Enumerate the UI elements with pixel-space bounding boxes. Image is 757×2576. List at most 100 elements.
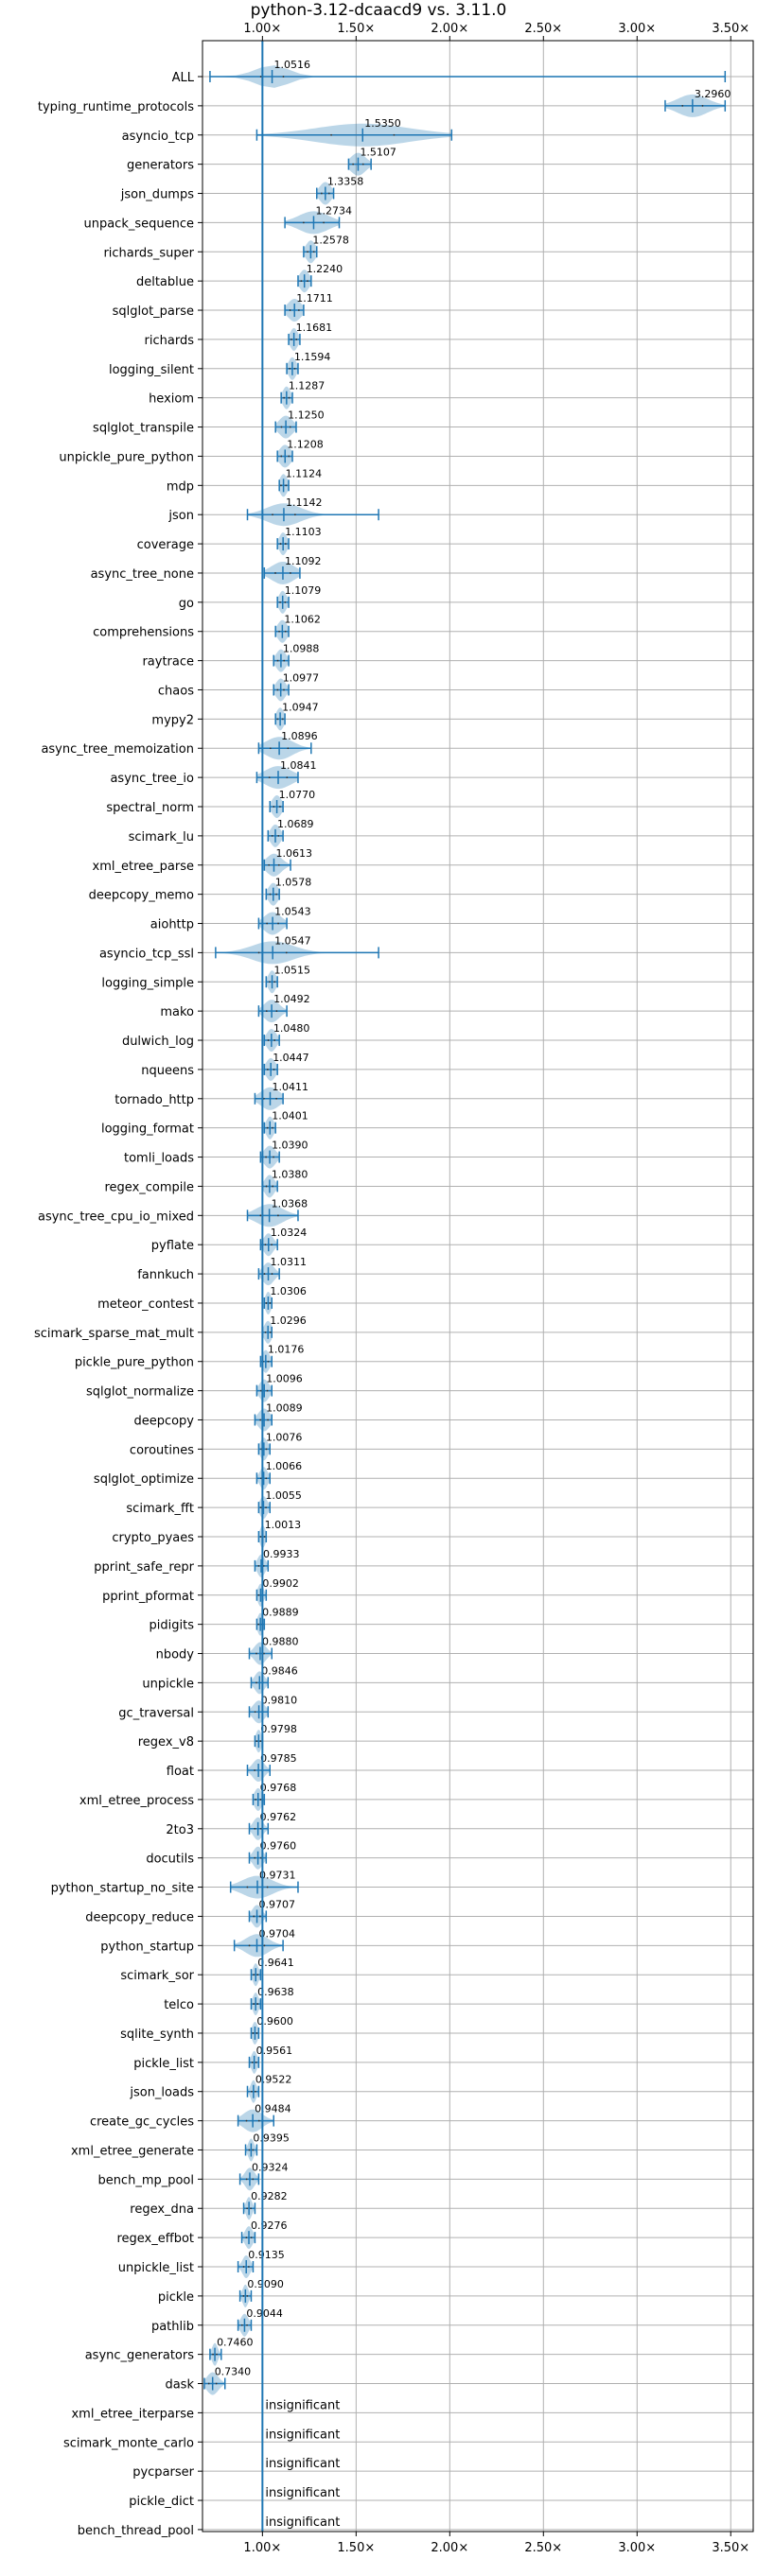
value-label: 1.2578: [312, 234, 349, 246]
quartile-dot: [257, 1623, 260, 1626]
value-label: 0.9798: [260, 1723, 297, 1735]
benchmark-name: bench_mp_pool: [97, 2173, 194, 2187]
quartile-dot: [256, 2003, 259, 2005]
quartile-dot: [263, 1536, 266, 1538]
benchmark-name: async_tree_cpu_io_mixed: [38, 1210, 194, 1224]
value-label: 1.0390: [272, 1140, 308, 1152]
value-label: 0.9768: [260, 1782, 297, 1794]
benchmark-name: logging_simple: [101, 976, 194, 990]
value-label: 0.9395: [253, 2132, 290, 2144]
quartile-dot: [269, 893, 272, 896]
value-label: 0.7340: [215, 2366, 252, 2378]
quartile-dot: [269, 1331, 272, 1333]
value-label: 1.0411: [272, 1081, 308, 1093]
quartile-dot: [273, 1069, 275, 1070]
benchmark-name: sqlglot_normalize: [86, 1385, 194, 1400]
benchmark-name: coverage: [137, 538, 194, 552]
quartile-dot: [268, 863, 271, 866]
value-label: 0.9324: [252, 2161, 289, 2173]
value-label: 0.9276: [251, 2219, 288, 2232]
quartile-dot: [265, 1302, 268, 1304]
value-label: 1.0947: [282, 701, 319, 713]
quartile-dot: [284, 543, 287, 545]
quartile-dot: [246, 2294, 249, 2297]
benchmark-name: json_dumps: [120, 188, 194, 202]
quartile-dot: [312, 251, 315, 253]
quartile-dot: [255, 1740, 258, 1743]
quartile-dot: [276, 718, 279, 721]
quartile-dot: [273, 806, 275, 808]
quartile-dot: [255, 1681, 257, 1684]
insignificant-label: insignificant: [265, 2515, 340, 2530]
benchmark-name: deepcopy_memo: [89, 889, 194, 903]
quartile-dot: [250, 2207, 253, 2210]
benchmark-name: fannkuch: [137, 1268, 194, 1282]
quartile-dot: [269, 1302, 272, 1304]
benchmark-name: generators: [127, 159, 194, 173]
benchmark-name: dask: [165, 2378, 194, 2393]
value-label: 1.0988: [283, 643, 320, 655]
value-label: 1.1287: [289, 380, 326, 392]
quartile-dot: [262, 1097, 265, 1100]
value-label: 0.9641: [257, 1957, 294, 1969]
benchmark-name: go: [179, 597, 194, 611]
quartile-dot: [257, 1564, 260, 1567]
value-label: 0.9846: [261, 1664, 298, 1677]
quartile-dot: [248, 2149, 251, 2151]
quartile-dot: [273, 981, 276, 983]
quartile-dot: [259, 1214, 262, 1217]
quartile-dot: [293, 367, 296, 370]
quartile-dot: [253, 1915, 255, 1918]
quartile-dot: [264, 1244, 267, 1246]
quartile-dot: [265, 1477, 268, 1480]
quartile-dot: [284, 630, 287, 633]
quartile-dot: [281, 718, 284, 721]
benchmark-name: scimark_monte_carlo: [63, 2436, 194, 2450]
quartile-dot: [286, 776, 289, 779]
axes-frame: [202, 40, 754, 2532]
quartile-dot: [267, 1419, 269, 1421]
value-label: 1.1681: [296, 322, 333, 334]
quartile-dot: [280, 484, 282, 487]
benchmark-name: pycparser: [132, 2465, 194, 2480]
quartile-dot: [282, 76, 285, 78]
value-label: 1.2734: [315, 204, 352, 217]
quartile-dot: [289, 426, 291, 428]
value-label: 1.0543: [274, 906, 311, 918]
benchmark-name: asyncio_tcp_ssl: [99, 947, 194, 961]
quartile-dot: [265, 1506, 267, 1509]
x-tick-label-top: 2.00×: [431, 22, 468, 36]
quartile-dot: [289, 309, 291, 311]
value-label: 1.0076: [266, 1431, 303, 1443]
benchmark-name: xml_etree_iterparse: [71, 2407, 194, 2421]
x-tick-label-bottom: 2.00×: [431, 2541, 468, 2555]
benchmark-name: unpickle: [142, 1677, 194, 1691]
quartile-dot: [257, 951, 260, 954]
benchmark-name: tornado_http: [114, 1093, 194, 1107]
benchmark-name: json: [167, 509, 194, 523]
quartile-dot: [246, 2324, 248, 2326]
benchmark-name: regex_dna: [130, 2202, 194, 2217]
benchmark-name: nqueens: [141, 1064, 194, 1078]
value-label: 1.0055: [265, 1489, 302, 1502]
quartile-dot: [254, 1711, 256, 1714]
quartile-dot: [255, 1652, 257, 1655]
x-tick-label-bottom: 2.50×: [524, 2541, 562, 2555]
value-label: 1.1092: [285, 555, 322, 567]
benchmark-name: float: [167, 1765, 194, 1779]
quartile-dot: [272, 1185, 274, 1188]
quartile-dot: [259, 1419, 262, 1421]
benchmark-name: crypto_pyaes: [112, 1531, 194, 1545]
value-label: 1.0096: [266, 1373, 303, 1385]
quartile-dot: [289, 367, 291, 370]
benchmark-name: pyflate: [151, 1239, 194, 1253]
benchmark-name: regex_effbot: [116, 2232, 194, 2246]
value-label: 0.9785: [260, 1752, 297, 1765]
quartile-dot: [252, 2149, 255, 2151]
value-label: 1.0516: [274, 59, 311, 71]
benchmark-name: richards: [145, 334, 195, 348]
value-label: 1.1250: [288, 409, 325, 422]
quartile-dot: [265, 1156, 267, 1158]
